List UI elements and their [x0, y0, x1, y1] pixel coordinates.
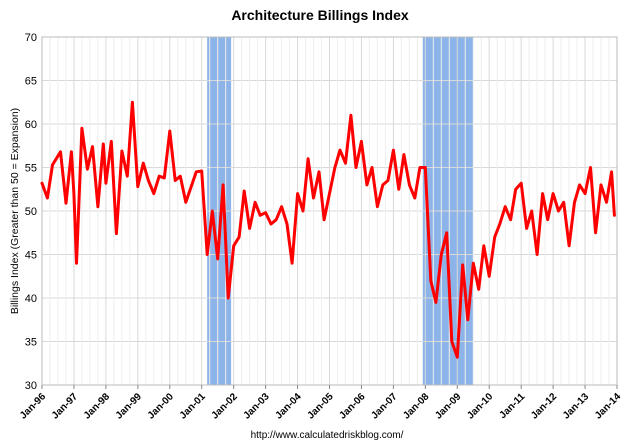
y-tick-label: 60	[25, 119, 37, 131]
x-tick-label: Jan-09	[433, 391, 463, 421]
y-tick-label: 55	[25, 163, 37, 175]
x-tick-label: Jan-05	[305, 391, 335, 421]
x-tick-label: Jan-99	[114, 391, 144, 421]
y-tick-label: 35	[25, 337, 37, 349]
x-tick-label: Jan-01	[178, 391, 208, 421]
y-tick-label: 70	[25, 32, 37, 44]
x-tick-label: Jan-00	[146, 391, 176, 421]
x-tick-label: Jan-96	[18, 391, 48, 421]
source-url: http://www.calculatedriskblog.com/	[251, 430, 404, 441]
x-tick-label: Jan-97	[50, 391, 80, 421]
x-tick-label: Jan-10	[465, 391, 495, 421]
y-tick-label: 65	[25, 76, 37, 88]
abi-line	[40, 100, 616, 359]
x-tick-label: Jan-13	[561, 391, 591, 421]
y-tick-label: 30	[25, 380, 37, 392]
x-tick-label: Jan-03	[242, 391, 272, 421]
y-tick-label: 40	[25, 293, 37, 305]
y-tick-label: 45	[25, 250, 37, 262]
y-tick-label: 50	[25, 206, 37, 218]
x-tick-label: Jan-98	[82, 391, 112, 421]
y-axis-label: Billings Index (Greater than 50 = Expans…	[9, 108, 21, 314]
x-tick-label: Jan-06	[337, 391, 367, 421]
x-tick-label: Jan-04	[273, 391, 303, 421]
x-tick-label: Jan-14	[593, 391, 623, 421]
x-tick-label: Jan-08	[401, 391, 431, 421]
x-tick-label: Jan-07	[369, 391, 399, 421]
x-tick-label: Jan-02	[210, 391, 240, 421]
series-line	[40, 100, 616, 359]
y-tick-labels: 30 35 40 45 50 55 60 65 70	[25, 32, 37, 392]
x-tick-label: Jan-12	[529, 391, 559, 421]
chart-title: Architecture Billings Index	[231, 7, 409, 23]
x-tick-labels: Jan-96 Jan-97 Jan-98 Jan-99 Jan-00 Jan-01 Jan-…	[18, 385, 623, 422]
gridlines	[41, 36, 618, 386]
x-tick-label: Jan-11	[497, 391, 527, 421]
